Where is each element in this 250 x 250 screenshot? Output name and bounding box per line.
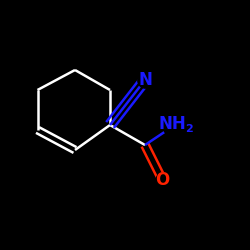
Text: 2: 2 [185, 124, 192, 134]
Text: O: O [156, 171, 170, 189]
Text: N: N [138, 71, 152, 89]
Text: NH: NH [159, 115, 186, 133]
